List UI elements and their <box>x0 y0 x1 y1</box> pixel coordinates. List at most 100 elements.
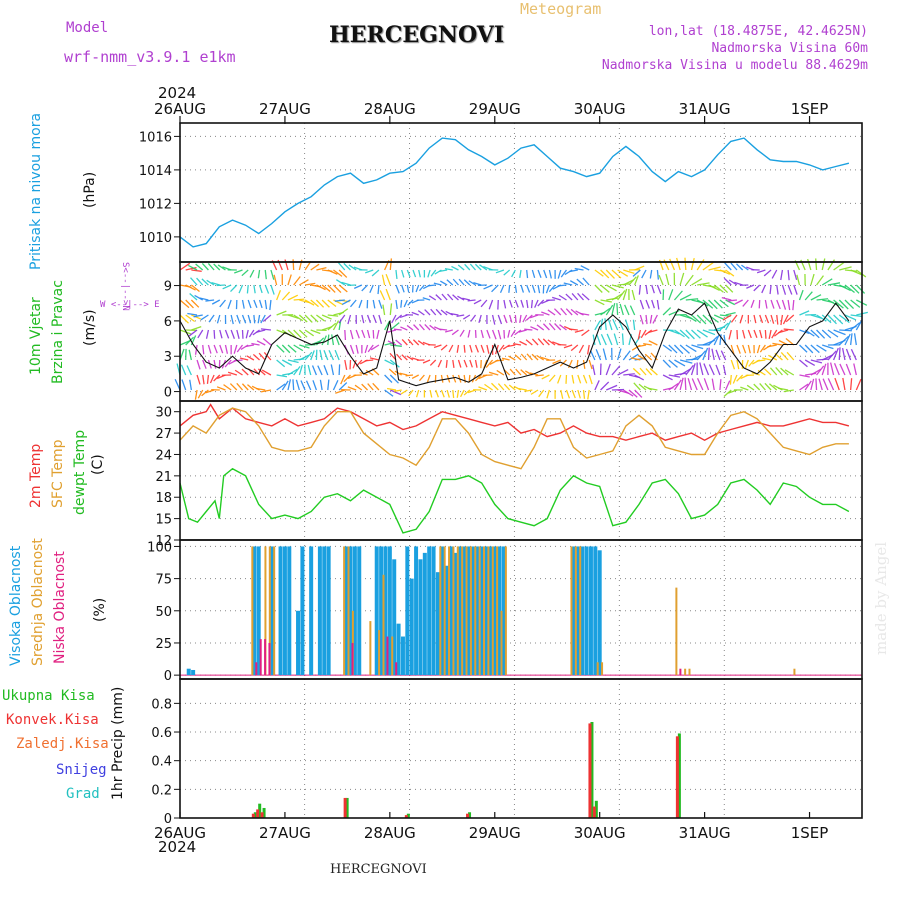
wind-arrow <box>613 333 619 346</box>
wind-arrow <box>685 364 694 376</box>
wind-arrow <box>742 329 746 339</box>
cloud-bar-high <box>322 546 327 676</box>
cloud-bar-high <box>422 552 427 676</box>
wind-arrow <box>355 329 360 339</box>
precip-bar-conv <box>260 812 264 818</box>
wind-arrow <box>328 350 335 361</box>
cloud-bar-mid <box>369 621 372 676</box>
wind-arrow <box>190 299 200 308</box>
wind-arrow <box>395 314 403 321</box>
wind-arrow <box>753 284 761 292</box>
y-tick-label: 100 <box>147 540 172 555</box>
wind-arrow <box>764 299 768 309</box>
wind-arrow <box>753 329 758 338</box>
wind-arrow <box>316 314 326 322</box>
wind-arrow <box>376 329 380 340</box>
wind-arrow <box>756 344 761 354</box>
wind-arrow <box>233 359 243 362</box>
wind-arrow <box>679 344 690 354</box>
wind-arrow <box>227 371 238 376</box>
wind-arrow <box>807 258 812 271</box>
wind-arrow <box>600 381 610 391</box>
wind-arrow <box>548 269 552 279</box>
cloud-bar-high <box>400 636 405 676</box>
wind-arrow <box>594 299 605 306</box>
wind-arrow <box>341 281 351 286</box>
wind-arrow <box>776 284 779 295</box>
wind-arrow <box>188 349 193 361</box>
wind-arrow <box>742 344 747 354</box>
wind-arrow <box>834 377 840 391</box>
wind-arrow <box>679 377 684 391</box>
cloud-bar-high <box>440 546 445 676</box>
pressure-unit: (hPa) <box>82 171 98 208</box>
wind-arrow <box>582 389 586 399</box>
wind-arrow <box>390 389 402 396</box>
wind-arrow <box>645 368 653 376</box>
y-tick-label: 50 <box>155 605 172 620</box>
wind-arrow <box>637 354 647 361</box>
wind-arrow <box>639 314 644 325</box>
wind-arrow <box>340 374 346 385</box>
wind-arrow <box>304 282 316 286</box>
wind-arrow <box>179 262 191 271</box>
wind-arrow <box>838 284 851 292</box>
wind-arrow <box>838 347 841 361</box>
wind-arrow <box>634 275 639 286</box>
wind-arrow <box>538 389 545 398</box>
wind-arrow <box>721 297 732 301</box>
cloud-bar-high <box>191 669 196 676</box>
wind-arrow <box>793 284 798 295</box>
wind-arrow <box>406 284 410 293</box>
wind-arrow <box>702 261 714 271</box>
cloud-bar-mid <box>391 636 394 676</box>
wind-arrow <box>798 289 804 301</box>
wind-arrow <box>685 329 695 340</box>
wind-arrow <box>804 359 816 367</box>
wind-arrow <box>563 344 573 349</box>
wind-arrow <box>514 329 522 336</box>
wind-arrow <box>217 264 226 271</box>
wind-arrow <box>787 269 790 281</box>
wind-arrow <box>827 314 837 325</box>
wind-arrow <box>321 314 332 320</box>
wind-arrow <box>708 335 718 346</box>
wind-arrow <box>194 294 204 301</box>
wind-arrow <box>648 329 658 334</box>
wind-arrow <box>223 384 232 391</box>
wind-arrow <box>821 258 826 271</box>
wind-arrow <box>445 359 448 368</box>
wind-arrow <box>783 389 794 393</box>
wind-arrow <box>565 293 573 301</box>
wind-arrow <box>251 342 260 346</box>
wind-arrow <box>839 363 846 376</box>
wind-arrow <box>395 284 400 294</box>
wind-arrow <box>742 299 749 307</box>
wind-arrow <box>469 263 477 271</box>
wind-arrow <box>216 386 226 391</box>
wind-arrow <box>372 314 377 324</box>
wind-arrow <box>799 374 810 378</box>
wind-arrow <box>241 383 249 391</box>
cloud-bar-high <box>269 546 274 676</box>
wind-arrow <box>715 364 721 376</box>
wind-arrow <box>810 378 815 391</box>
wind-arrow <box>622 350 631 361</box>
wind-arrow <box>459 389 465 398</box>
wind-arrow <box>194 344 198 355</box>
wind-arrow <box>668 359 678 368</box>
precip-bar-conv <box>466 813 470 818</box>
wind-arrow <box>435 308 442 316</box>
wind-arrow <box>332 320 340 331</box>
wind-arrow <box>815 378 818 391</box>
wind-arrow <box>514 284 518 293</box>
wind-arrow <box>293 329 302 339</box>
cloud-bar-high <box>252 546 257 676</box>
wind-arrow <box>594 380 600 391</box>
wind-arrow <box>413 324 420 331</box>
wind-arrow <box>799 383 809 391</box>
wind-arrow <box>679 293 692 301</box>
wind-arrow <box>509 299 513 308</box>
wind-arrow <box>355 344 359 354</box>
wind-arrow <box>631 289 636 301</box>
